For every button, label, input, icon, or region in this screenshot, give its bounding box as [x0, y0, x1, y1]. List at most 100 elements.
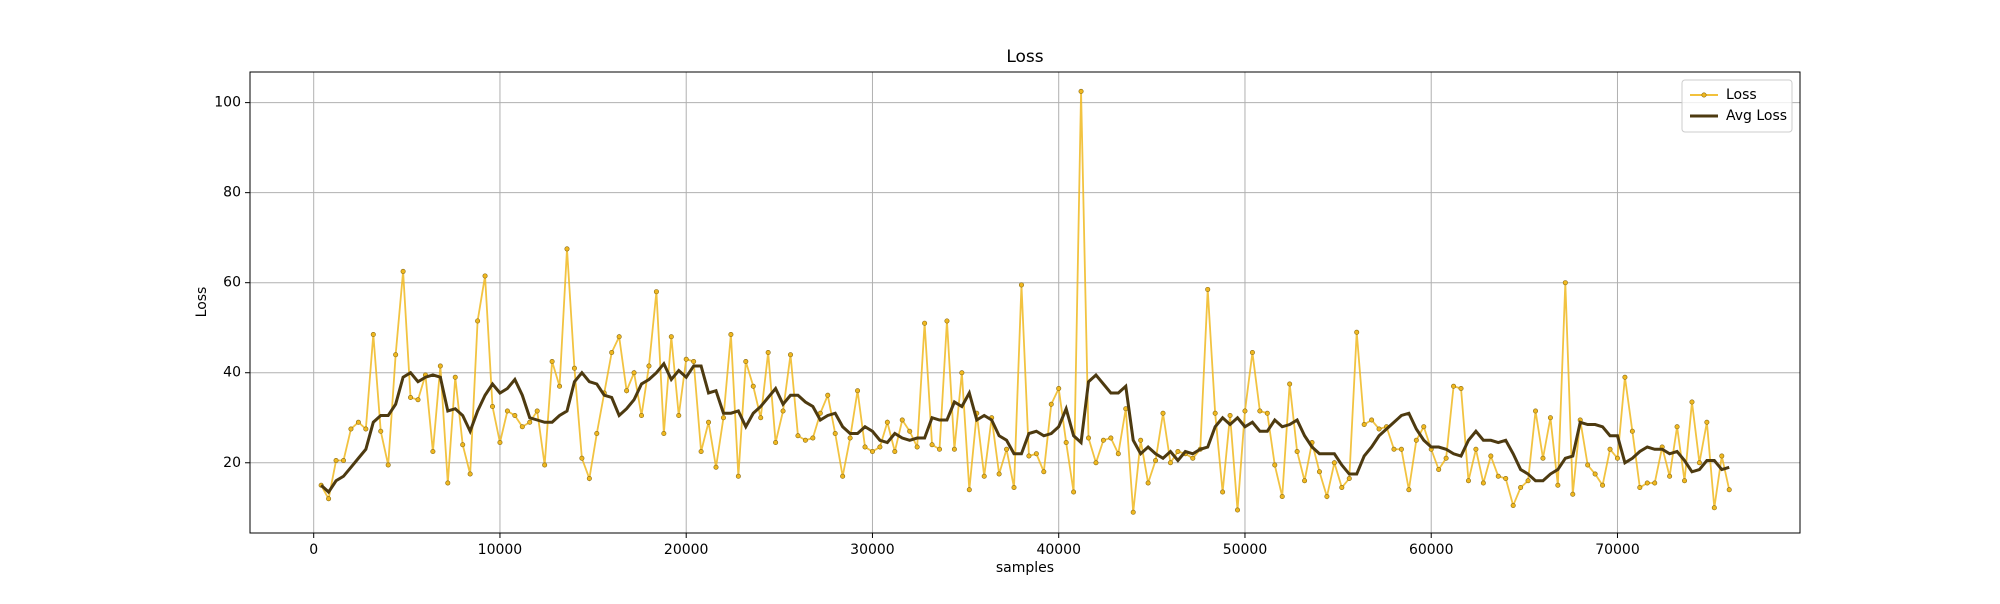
data-point	[639, 412, 645, 418]
data-point	[497, 440, 503, 446]
data-point	[1607, 446, 1613, 452]
data-point	[877, 444, 883, 450]
x-tick-label: 50000	[1223, 542, 1268, 558]
data-point	[1048, 401, 1054, 407]
data-point	[400, 268, 406, 274]
data-point	[1138, 437, 1144, 443]
legend-label: Avg Loss	[1726, 108, 1787, 124]
data-point	[527, 419, 533, 425]
data-point	[557, 383, 563, 389]
data-point	[1547, 415, 1553, 421]
data-point	[1451, 383, 1457, 389]
data-point	[609, 349, 615, 355]
data-point	[594, 431, 600, 437]
data-point	[1376, 426, 1382, 432]
chart-title: Loss	[1006, 47, 1043, 67]
data-point	[922, 320, 928, 326]
data-point	[750, 383, 756, 389]
data-point	[1011, 485, 1017, 491]
data-point	[333, 458, 339, 464]
data-point	[758, 415, 764, 421]
data-point	[996, 471, 1002, 477]
data-point	[1041, 469, 1047, 475]
data-point	[549, 358, 555, 364]
data-point	[1629, 428, 1635, 434]
data-point	[1711, 505, 1717, 511]
data-point	[1220, 489, 1226, 495]
data-point	[788, 352, 794, 358]
data-point	[616, 334, 622, 340]
data-point	[691, 358, 697, 364]
data-point	[363, 426, 369, 432]
data-point	[944, 318, 950, 324]
data-point	[646, 363, 652, 369]
data-point	[1726, 487, 1732, 493]
data-point	[1100, 437, 1106, 443]
data-point	[1585, 462, 1591, 468]
data-point	[802, 437, 808, 443]
data-point	[1302, 478, 1308, 484]
data-point	[415, 397, 421, 403]
data-point	[579, 455, 585, 461]
data-point	[355, 419, 361, 425]
data-point	[1570, 491, 1576, 497]
data-point	[1525, 478, 1531, 484]
data-point	[832, 431, 838, 437]
data-point	[720, 415, 726, 421]
x-axis-label: samples	[996, 560, 1054, 576]
data-point	[1480, 480, 1486, 486]
data-point	[340, 458, 346, 464]
data-point	[959, 370, 965, 376]
y-tick-label: 20	[223, 455, 241, 471]
data-point	[1331, 460, 1337, 466]
data-point	[825, 392, 831, 398]
data-point	[840, 473, 846, 479]
data-point	[1667, 473, 1673, 479]
data-point	[951, 446, 957, 452]
data-point	[542, 462, 548, 468]
data-point	[1495, 473, 1501, 479]
data-point	[1704, 419, 1710, 425]
data-point	[624, 388, 630, 394]
data-point	[1167, 460, 1173, 466]
data-point	[735, 473, 741, 479]
data-point	[445, 480, 451, 486]
data-point	[1458, 385, 1464, 391]
data-point	[1115, 451, 1121, 457]
data-point	[1503, 476, 1509, 482]
data-point	[1555, 482, 1561, 488]
x-tick-label: 10000	[478, 542, 523, 558]
data-point	[1674, 424, 1680, 430]
data-point	[773, 440, 779, 446]
data-point	[1160, 410, 1166, 416]
data-point	[1406, 487, 1412, 493]
data-point	[1175, 449, 1181, 455]
data-point	[795, 433, 801, 439]
data-point	[1689, 399, 1695, 405]
data-point	[571, 365, 577, 371]
data-point	[1272, 462, 1278, 468]
data-point	[1249, 349, 1255, 355]
y-tick-label: 100	[214, 95, 241, 111]
data-point	[743, 358, 749, 364]
data-point	[1346, 476, 1352, 482]
data-point	[1682, 478, 1688, 484]
series-line	[320, 360, 1730, 495]
data-point	[1235, 507, 1241, 513]
data-point	[1592, 471, 1598, 477]
data-point	[847, 435, 853, 441]
plot-frame	[249, 71, 1801, 534]
data-point	[1004, 446, 1010, 452]
data-point	[1018, 282, 1024, 288]
x-tick-label: 40000	[1036, 542, 1081, 558]
data-point	[482, 273, 488, 279]
data-point	[1316, 469, 1322, 475]
data-point	[661, 431, 667, 437]
data-point	[452, 374, 458, 380]
legend-marker	[1701, 92, 1707, 98]
data-point	[490, 403, 496, 409]
data-point	[1413, 437, 1419, 443]
y-tick-label: 60	[223, 275, 241, 291]
